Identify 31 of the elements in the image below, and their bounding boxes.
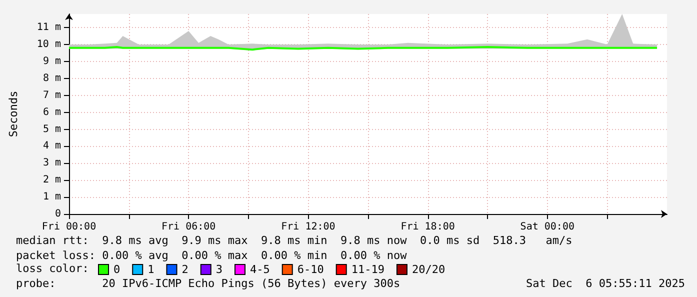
y-tick-label: 10 m xyxy=(36,39,61,50)
text: packet loss: 0.00 % avg 0.00 % max 0.00 % min 0.00 % now xyxy=(16,249,407,262)
x-tick-label: Fri 18:00 xyxy=(400,222,455,232)
legend-label: 1 xyxy=(148,263,154,276)
y-tick-label: 9 m xyxy=(42,56,61,67)
y-tick-label: 2 m xyxy=(42,174,61,186)
y-tick-label: 7 m xyxy=(42,90,61,101)
legend-label: 4-5 xyxy=(250,263,270,276)
y-tick-label: 11 m xyxy=(36,22,61,34)
y-tick-label: 5 m xyxy=(42,124,61,135)
legend-label: 2 xyxy=(182,263,188,276)
legend-label: 11-19 xyxy=(351,263,384,276)
text: Sat Dec 6 05:55:11 2025 xyxy=(526,277,685,290)
text: probe: 20 IPv6-ICMP Echo Pings (56 Bytes) every 300s xyxy=(16,277,400,290)
y-axis-title: Seconds xyxy=(7,90,20,138)
x-tick-label: Fri 06:00 xyxy=(162,222,216,232)
x-tick-label: Fri 12:00 xyxy=(281,222,336,232)
y-tick-label: 3 m xyxy=(42,158,61,169)
legend-label: 0 xyxy=(114,263,120,276)
legend-label: 20/20 xyxy=(412,263,446,276)
text: median rtt: 9.8 ms avg 9.9 ms max 9.8 ms min 9.8 ms now 0.0 ms sd 518.3 am/s xyxy=(16,234,572,247)
y-tick-label: 8 m xyxy=(42,72,61,84)
y-tick-label: 0 xyxy=(54,208,61,220)
legend-label: 3 xyxy=(216,263,222,276)
y-tick-label: 4 m xyxy=(42,140,61,152)
legend-label: 6-10 xyxy=(297,263,324,276)
legend-title: loss color: xyxy=(16,262,89,275)
y-tick-label: 1 m xyxy=(42,192,61,203)
y-tick-label: 6 m xyxy=(42,106,61,118)
x-tick-label: Fri 00:00 xyxy=(42,222,96,232)
x-tick-label: Sat 00:00 xyxy=(520,222,574,232)
